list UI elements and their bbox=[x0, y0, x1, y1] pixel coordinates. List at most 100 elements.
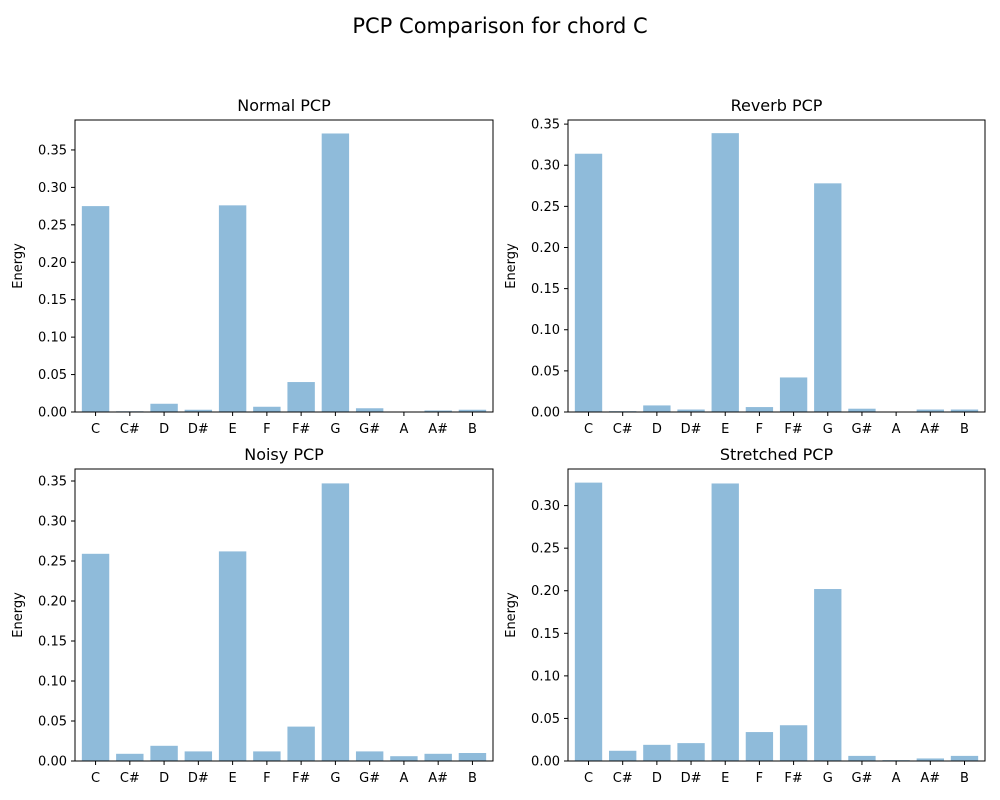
stretched-bar-D bbox=[643, 744, 671, 761]
noisy-ylabel: Energy bbox=[11, 592, 26, 638]
normal-xtick-label: F# bbox=[292, 422, 310, 437]
reverb-ytick-label: 0.35 bbox=[531, 118, 560, 133]
noisy-xtick-label: B bbox=[468, 771, 477, 786]
normal-xtick-label: C# bbox=[120, 422, 140, 437]
stretched-ytick-label: 0.20 bbox=[531, 584, 560, 599]
normal-bar-D-sharp bbox=[184, 409, 213, 412]
normal-ytick-label: 0.25 bbox=[38, 218, 67, 233]
reverb-bar-A-sharp bbox=[916, 409, 944, 412]
normal-xtick-label: D bbox=[159, 422, 169, 437]
normal-xtick-label: C bbox=[91, 422, 100, 437]
stretched-bar-E bbox=[711, 483, 739, 761]
noisy-bar-D-sharp bbox=[184, 751, 213, 761]
stretched-xtick-label: F# bbox=[784, 771, 802, 786]
normal-bar-B bbox=[458, 409, 487, 412]
reverb-bar-G-sharp bbox=[848, 408, 876, 412]
reverb-xtick-label: C# bbox=[613, 422, 633, 437]
reverb-bar-D bbox=[643, 405, 671, 412]
noisy-bar-F-sharp bbox=[287, 726, 315, 761]
stretched-bar-B bbox=[950, 755, 979, 761]
normal-xtick-label: A# bbox=[428, 422, 448, 437]
reverb-ytick-label: 0.25 bbox=[531, 200, 560, 215]
reverb-ylabel: Energy bbox=[504, 243, 519, 289]
noisy-bar-E bbox=[218, 551, 247, 761]
reverb-xtick-label: D# bbox=[681, 422, 702, 437]
normal-bar-E bbox=[218, 205, 247, 412]
normal-xtick-label: F bbox=[263, 422, 270, 437]
noisy-xtick-label: A bbox=[399, 771, 408, 786]
noisy-ytick-label: 0.00 bbox=[38, 755, 67, 770]
stretched-bar-F-sharp bbox=[779, 725, 808, 761]
normal-ytick-label: 0.10 bbox=[38, 331, 67, 346]
noisy-bar-F bbox=[253, 751, 281, 761]
normal-xtick-label: A bbox=[399, 422, 408, 437]
noisy-bar-B bbox=[458, 753, 487, 761]
reverb-xtick-label: G bbox=[823, 422, 833, 437]
stretched-xtick-label: C# bbox=[613, 771, 633, 786]
noisy-bar-C-sharp bbox=[116, 753, 144, 761]
noisy-ytick-label: 0.30 bbox=[38, 515, 67, 530]
reverb-bar-D-sharp bbox=[677, 409, 705, 412]
normal-xtick-label: E bbox=[228, 422, 236, 437]
stretched-bar-C bbox=[574, 482, 603, 761]
reverb-ytick-label: 0.00 bbox=[531, 406, 560, 421]
normal-xtick-label: G bbox=[330, 422, 340, 437]
reverb-bar-F bbox=[745, 407, 774, 412]
reverb-bar-E bbox=[711, 133, 739, 412]
noisy-xtick-label: A# bbox=[428, 771, 448, 786]
noisy-xtick-label: F bbox=[263, 771, 270, 786]
stretched-xtick-label: G bbox=[823, 771, 833, 786]
reverb-title: Reverb PCP bbox=[731, 96, 823, 115]
noisy-xtick-label: C bbox=[91, 771, 100, 786]
reverb-xtick-label: B bbox=[960, 422, 969, 437]
reverb-ytick-label: 0.30 bbox=[531, 159, 560, 174]
noisy-ytick-label: 0.15 bbox=[38, 635, 67, 650]
stretched-xtick-label: E bbox=[721, 771, 729, 786]
noisy-xtick-label: C# bbox=[120, 771, 140, 786]
noisy-ytick-label: 0.10 bbox=[38, 675, 67, 690]
stretched-title: Stretched PCP bbox=[720, 445, 834, 464]
normal-ytick-label: 0.15 bbox=[38, 293, 67, 308]
stretched-ytick-label: 0.30 bbox=[531, 499, 560, 514]
reverb-bar-F-sharp bbox=[779, 377, 808, 412]
reverb-ytick-label: 0.10 bbox=[531, 323, 560, 338]
normal-xtick-label: G# bbox=[359, 422, 380, 437]
stretched-bar-F bbox=[745, 732, 774, 761]
stretched-xtick-label: C bbox=[584, 771, 593, 786]
stretched-bar-G-sharp bbox=[848, 755, 876, 761]
normal-title: Normal PCP bbox=[237, 96, 331, 115]
stretched-ylabel: Energy bbox=[504, 592, 519, 638]
stretched-xtick-label: D bbox=[652, 771, 662, 786]
stretched-axes-frame bbox=[567, 468, 986, 762]
reverb-xtick-label: G# bbox=[851, 422, 872, 437]
noisy-axes-frame bbox=[74, 468, 494, 762]
normal-bar-D bbox=[150, 403, 178, 412]
reverb-xtick-label: F bbox=[756, 422, 763, 437]
noisy-ytick-label: 0.25 bbox=[38, 555, 67, 570]
normal-bar-A-sharp bbox=[424, 410, 452, 412]
noisy-xtick-label: D# bbox=[188, 771, 209, 786]
normal-bar-C bbox=[81, 206, 110, 412]
stretched-ytick-label: 0.25 bbox=[531, 542, 560, 557]
stretched-xtick-label: A# bbox=[920, 771, 940, 786]
noisy-panel: C C# D D# E F F# G G# A A# B 0.00 0.05 0.10 0.15 0.20 0.2… bbox=[11, 445, 494, 786]
stretched-xtick-label: G# bbox=[851, 771, 872, 786]
stretched-ytick-label: 0.05 bbox=[531, 712, 560, 727]
normal-axes-frame bbox=[74, 119, 494, 413]
normal-ytick-label: 0.30 bbox=[38, 181, 67, 196]
noisy-bar-G bbox=[321, 483, 350, 761]
stretched-ytick-label: 0.15 bbox=[531, 627, 560, 642]
normal-bar-G-sharp bbox=[355, 408, 384, 412]
normal-ylabel: Energy bbox=[11, 243, 26, 289]
stretched-bar-A-sharp bbox=[916, 758, 944, 761]
reverb-xtick-label: A bbox=[892, 422, 901, 437]
normal-bar-G bbox=[321, 133, 350, 413]
reverb-bar-B bbox=[950, 409, 979, 412]
normal-xtick-label: B bbox=[468, 422, 477, 437]
stretched-ytick-label: 0.10 bbox=[531, 669, 560, 684]
noisy-ytick-label: 0.05 bbox=[38, 715, 67, 730]
stretched-xtick-label: F bbox=[756, 771, 763, 786]
noisy-xtick-label: D bbox=[159, 771, 169, 786]
noisy-bar-G-sharp bbox=[355, 751, 384, 761]
